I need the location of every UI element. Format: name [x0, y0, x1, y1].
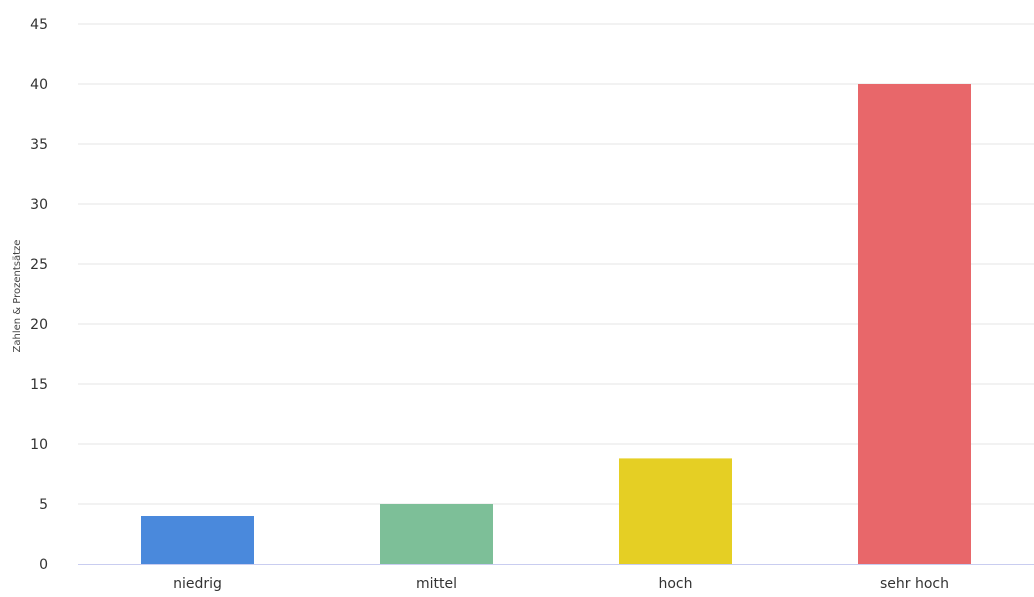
x-category-label: niedrig — [173, 576, 222, 592]
y-axis-title: Zahlen & Prozentsätze — [12, 240, 23, 353]
x-category-label: sehr hoch — [880, 576, 949, 592]
x-category-label: hoch — [658, 576, 692, 592]
bars — [141, 84, 971, 564]
y-tick-label: 45 — [30, 17, 48, 33]
y-tick-label: 40 — [30, 77, 48, 93]
y-tick-label: 15 — [30, 377, 48, 393]
x-category-label: mittel — [416, 576, 457, 592]
y-tick-label: 0 — [39, 557, 48, 573]
y-tick-label: 35 — [30, 137, 48, 153]
bar-mittel — [380, 504, 493, 564]
y-tick-label: 5 — [39, 497, 48, 513]
bar-sehr-hoch — [858, 84, 971, 564]
y-tick-label: 10 — [30, 437, 48, 453]
gridlines — [78, 23, 1034, 505]
y-axis-ticks: 0 5 10 15 20 25 30 35 40 45 — [30, 17, 48, 573]
bar-hoch — [619, 458, 732, 564]
y-tick-label: 25 — [30, 257, 48, 273]
bar-niedrig — [141, 516, 254, 564]
y-tick-label: 30 — [30, 197, 48, 213]
y-tick-label: 20 — [30, 317, 48, 333]
x-axis-labels: niedrig mittel hoch sehr hoch — [173, 576, 949, 592]
